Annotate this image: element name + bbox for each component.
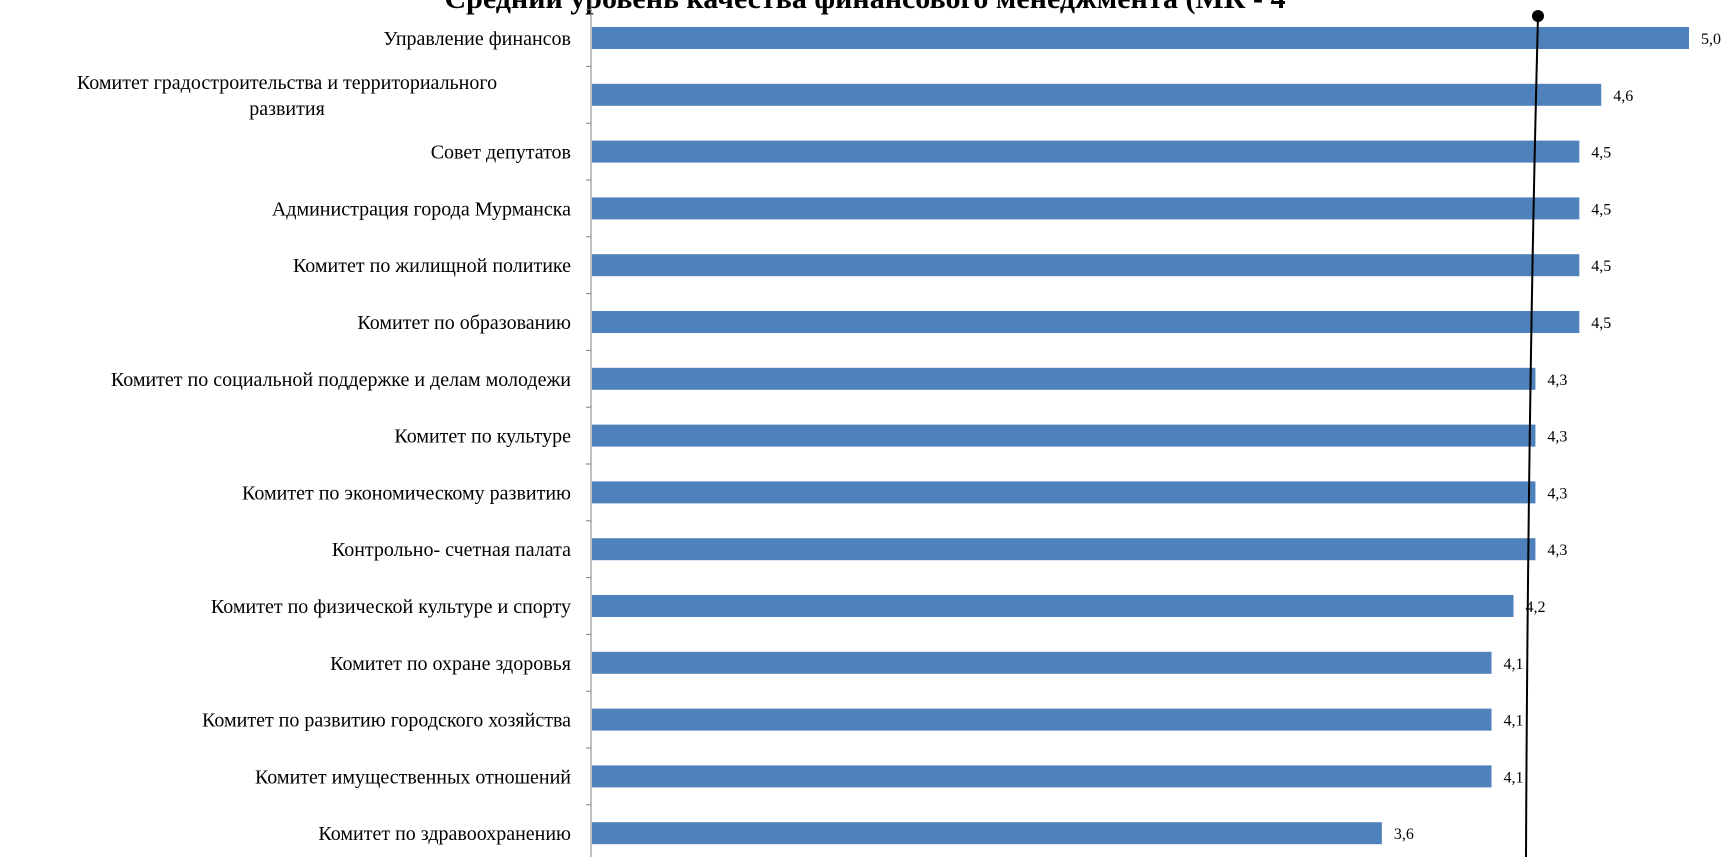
category-label: Комитет по экономическому развитию <box>242 482 571 504</box>
bar <box>592 538 1536 561</box>
category-label: Контрольно- счетная палата <box>332 539 571 561</box>
value-label: 5,0 <box>1701 31 1721 48</box>
value-label: 4,3 <box>1547 372 1567 389</box>
category-label: Управление финансов <box>383 28 571 50</box>
axis-ticks-group <box>586 9 591 806</box>
bar <box>592 765 1492 788</box>
category-labels-group: Управление финансов Комитет градостроител… <box>77 28 571 845</box>
category-label: Комитет по развитию городского хозяйства <box>202 710 571 732</box>
category-label: Комитет по культуре <box>394 426 571 448</box>
value-label: 4,2 <box>1525 599 1545 616</box>
category-label: Совет депутатов <box>431 142 571 164</box>
value-labels-group: 5,0 4,6 4,5 4,5 4,5 4,5 4,3 4,3 4,3 4,3 4,2 4,1 4,1 4… <box>1394 31 1721 843</box>
value-label: 4,5 <box>1591 201 1611 218</box>
category-label: Комитет градостроительства и территориал… <box>77 72 497 120</box>
category-label: Комитет по охране здоровья <box>330 653 571 675</box>
bar <box>592 254 1580 277</box>
bar <box>592 481 1536 504</box>
trend-annotation-line <box>1525 15 1539 857</box>
value-label: 4,1 <box>1504 769 1524 786</box>
trend-annotation-dot <box>1532 10 1544 22</box>
category-label: Администрация города Мурманска <box>272 198 571 220</box>
value-label: 4,3 <box>1547 485 1567 502</box>
value-label: 4,5 <box>1591 145 1611 162</box>
bar <box>592 27 1689 49</box>
bars-group <box>592 27 1689 845</box>
bar <box>592 197 1580 220</box>
value-label: 4,5 <box>1591 258 1611 275</box>
category-label: Комитет имущественных отношений <box>255 766 571 788</box>
bar <box>592 822 1382 845</box>
category-label: Комитет по физической культуре и спорту <box>211 596 571 618</box>
value-label: 4,3 <box>1547 542 1567 559</box>
bar <box>592 367 1536 390</box>
category-label: Комитет по жилищной политике <box>293 255 571 277</box>
value-label: 4,3 <box>1547 429 1567 446</box>
bar <box>592 651 1492 674</box>
bar <box>592 140 1580 163</box>
value-label: 3,6 <box>1394 826 1414 843</box>
category-label: Комитет по образованию <box>357 312 571 334</box>
chart-title: Средний уровень качества финансового мен… <box>444 0 1285 15</box>
bar <box>592 83 1602 106</box>
value-label: 4,5 <box>1591 315 1611 332</box>
value-label: 4,6 <box>1613 88 1633 105</box>
category-label: Комитет по здравоохранению <box>318 823 571 845</box>
value-label: 4,1 <box>1504 713 1524 730</box>
bar <box>592 595 1514 617</box>
value-label: 4,1 <box>1504 656 1524 673</box>
category-label: Комитет по социальной поддержке и делам … <box>111 369 571 391</box>
bar <box>592 424 1536 447</box>
bar <box>592 311 1580 333</box>
bar <box>592 708 1492 731</box>
